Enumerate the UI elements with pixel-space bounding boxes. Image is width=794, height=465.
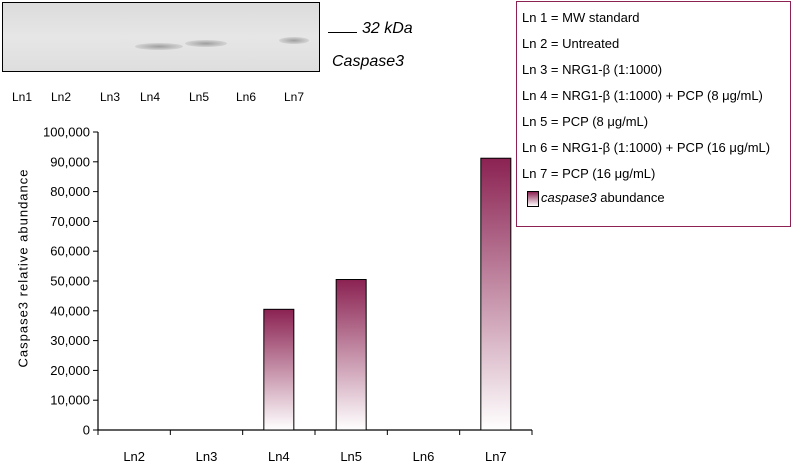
blot-lane-label: Ln2 xyxy=(50,90,72,104)
y-tick-label: 40,000 xyxy=(50,303,90,318)
x-tick-label: Ln7 xyxy=(485,449,507,464)
legend-swatch xyxy=(527,191,539,207)
blot-lane-label: Ln3 xyxy=(99,90,121,104)
legend-series-italic: caspase3 xyxy=(541,190,597,205)
marker-line xyxy=(328,32,357,33)
y-tick-label: 60,000 xyxy=(50,244,90,259)
blot-band-ln4 xyxy=(135,43,183,50)
bars xyxy=(263,157,512,431)
y-tick-label: 20,000 xyxy=(50,363,90,378)
legend-line: Ln 3 = NRG1-β (1:1000) xyxy=(522,62,663,77)
y-tick-label: 70,000 xyxy=(50,214,90,229)
y-tick-label: 10,000 xyxy=(50,393,90,408)
legend-line: Ln 7 = PCP (16 μg/mL) xyxy=(522,166,656,181)
x-axis-labels: Ln2 Ln3 Ln4 Ln5 Ln6 Ln7 xyxy=(123,449,506,464)
bar-ln7 xyxy=(480,157,512,431)
blot-lane-label: Ln7 xyxy=(283,90,305,104)
y-tick-label: 80,000 xyxy=(50,184,90,199)
y-tick-label: 30,000 xyxy=(50,333,90,348)
x-tick-label: Ln6 xyxy=(413,449,435,464)
blot-lane-label: Ln1 xyxy=(11,90,33,104)
x-tick-label: Ln5 xyxy=(340,449,362,464)
bar-ln5 xyxy=(335,279,367,431)
blot-lane-label: Ln5 xyxy=(188,90,210,104)
legend-line: Ln 6 = NRG1-β (1:1000) + PCP (16 μg/mL) xyxy=(522,140,771,155)
bar-ln4 xyxy=(263,308,295,431)
y-tick-label: 100,000 xyxy=(43,125,90,140)
chart-axes xyxy=(97,132,533,435)
x-tick-label: Ln2 xyxy=(123,449,145,464)
legend-series-rest: abundance xyxy=(596,190,665,205)
legend-line: Ln 5 = PCP (8 μg/mL) xyxy=(522,114,649,129)
legend-line: Ln 2 = Untreated xyxy=(522,36,620,51)
marker-label: 32 kDa xyxy=(362,20,413,37)
legend-line: Ln 1 = MW standard xyxy=(522,10,640,25)
blot-lane-label: Ln6 xyxy=(235,90,257,104)
legend-series-label: caspase3 abundance xyxy=(541,190,665,205)
western-blot-image xyxy=(2,2,320,72)
legend: Ln 1 = MW standard Ln 2 = Untreated Ln 3… xyxy=(516,1,791,227)
y-tick-label: 50,000 xyxy=(50,274,90,289)
y-tick-label: 90,000 xyxy=(50,154,90,169)
x-tick-label: Ln4 xyxy=(268,449,290,464)
y-axis-ticks: 0 10,000 20,000 30,000 40,000 50,000 60,000 70,… xyxy=(43,125,98,438)
x-tick-label: Ln3 xyxy=(196,449,218,464)
protein-label: Caspase3 xyxy=(332,53,405,70)
blot-band-ln5 xyxy=(185,40,227,47)
blot-band-ln7 xyxy=(279,37,309,44)
legend-line: Ln 4 = NRG1-β (1:1000) + PCP (8 μg/mL) xyxy=(522,88,763,103)
blot-lane-label: Ln4 xyxy=(139,90,161,104)
y-tick-label: 0 xyxy=(83,423,90,438)
